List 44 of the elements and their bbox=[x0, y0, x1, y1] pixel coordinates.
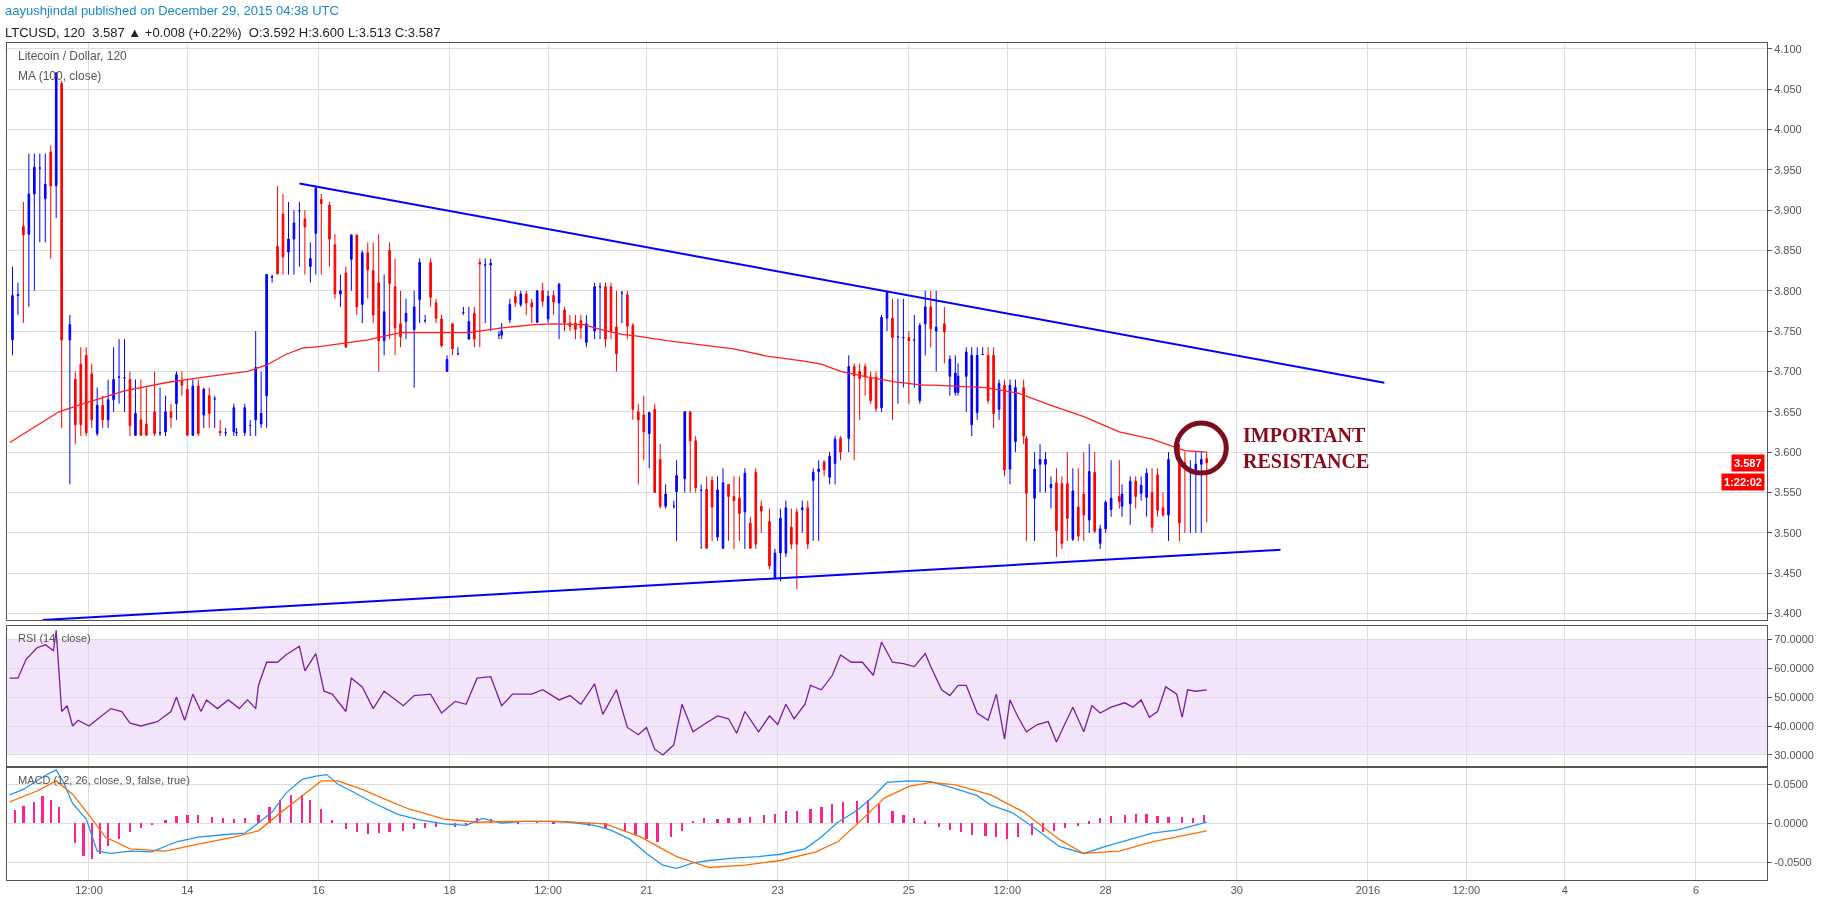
text: LTCUSD, 120 3.587 ▲ +0.008 (+0.22%) O:3.592 H:3.600 L:3.513 C:3.587 bbox=[5, 25, 441, 40]
y-tick-label: 4.000 bbox=[1774, 123, 1802, 136]
x-tick-label: 21 bbox=[640, 884, 653, 897]
y-tick-label: 3.900 bbox=[1774, 203, 1802, 216]
x-tick-label: 2016 bbox=[1355, 884, 1381, 897]
y-tick-label: 0.0000 bbox=[1774, 816, 1808, 829]
x-tick-label: 25 bbox=[902, 884, 915, 897]
y-tick-label: -0.0500 bbox=[1774, 855, 1812, 868]
x-tick-label: 28 bbox=[1099, 884, 1112, 897]
y-tick-label: 3.450 bbox=[1774, 567, 1802, 580]
y-tick-label: 3.550 bbox=[1774, 486, 1802, 499]
y-tick-label: 3.400 bbox=[1774, 607, 1802, 620]
x-tick-label: 6 bbox=[1692, 884, 1699, 897]
y-tick-label: 3.950 bbox=[1774, 163, 1802, 176]
y-tick-label: 40.0000 bbox=[1774, 719, 1814, 732]
y-tick-label: 3.800 bbox=[1774, 284, 1802, 297]
y-tick-label: 3.700 bbox=[1774, 365, 1802, 378]
annotation: IMPORTANT RESISTANCE bbox=[1243, 424, 1370, 472]
y-tick-label: 50.0000 bbox=[1774, 690, 1814, 703]
y-tick-label: 60.0000 bbox=[1774, 661, 1814, 674]
annotation: 1:22:02 bbox=[1724, 476, 1762, 488]
y-tick-label: 3.500 bbox=[1774, 526, 1802, 539]
y-tick-label: 4.050 bbox=[1774, 82, 1802, 95]
annotation: 3.587 bbox=[1734, 457, 1762, 469]
x-tick-label: 12:00 bbox=[534, 884, 562, 897]
y-tick-label: 3.850 bbox=[1774, 244, 1802, 257]
x-tick-label: 12:00 bbox=[1452, 884, 1481, 897]
y-tick-label: 70.0000 bbox=[1774, 632, 1814, 645]
x-tick-label: 30 bbox=[1230, 884, 1243, 897]
x-tick-label: 12:00 bbox=[75, 884, 103, 897]
x-tick-label: 4 bbox=[1561, 884, 1568, 897]
x-tick-label: 12:00 bbox=[993, 884, 1022, 897]
x-tick-label: 18 bbox=[443, 884, 456, 897]
y-tick-label: 3.750 bbox=[1774, 324, 1802, 337]
x-tick-label: 14 bbox=[181, 884, 194, 897]
y-tick-label: 0.0500 bbox=[1774, 777, 1808, 790]
text: Litecoin / Dollar, 120 bbox=[18, 49, 128, 63]
y-tick-label: 3.600 bbox=[1774, 446, 1802, 458]
x-tick-label: 23 bbox=[771, 884, 784, 897]
text: aayushjindal published on December 29, 2015 04:38 UTC bbox=[5, 3, 339, 18]
y-tick-label: 3.650 bbox=[1774, 405, 1802, 418]
y-tick-label: 4.100 bbox=[1774, 42, 1802, 55]
x-tick-label: 16 bbox=[312, 884, 325, 897]
y-tick-label: 30.0000 bbox=[1774, 748, 1814, 761]
